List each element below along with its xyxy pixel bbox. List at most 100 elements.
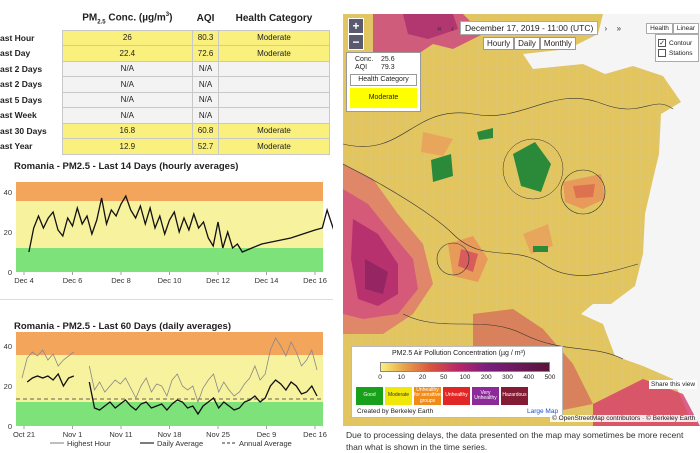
zoom-out-button[interactable]: − — [348, 34, 364, 50]
contour-southeast — [593, 379, 700, 426]
map-attribution[interactable]: © OpenStreetMap contributors · © Berkele… — [550, 415, 698, 422]
contour-west-peak — [365, 259, 388, 294]
category-cell — [217, 107, 331, 124]
popup-conc-row: Conc. 25.6 — [347, 56, 420, 64]
series-line — [21, 337, 318, 404]
prev-arrow-icon[interactable]: ‹ — [451, 23, 454, 33]
next-2-arrow-icon[interactable]: » — [616, 23, 622, 33]
popup-conc-value: 25.6 — [381, 56, 395, 63]
conc-cell: 26 — [61, 29, 194, 46]
row-label: ast 2 Days — [0, 79, 43, 90]
tab-monthly[interactable]: Monthly — [539, 37, 576, 50]
legend-credit[interactable]: Created by Berkeley Earth — [357, 408, 434, 415]
x-tick-label: Dec 9 — [257, 430, 277, 439]
table-row: ast Year 12.9 52.7 Moderate — [0, 138, 331, 155]
contour-checkbox[interactable]: ✓ — [658, 39, 666, 47]
table-row: ast 2 Days N/A N/A — [0, 60, 331, 77]
table-row: ast Day 22.4 72.6 Moderate — [0, 45, 331, 62]
x-tick-label: Oct 21 — [13, 430, 35, 439]
conc-cell: N/A — [61, 91, 194, 108]
aqi-header: AQI — [196, 13, 215, 25]
x-tick-label: Nov 18 — [158, 430, 182, 439]
stations-toggle[interactable]: Stations — [658, 49, 696, 57]
prev-2-arrow-icon[interactable]: « — [437, 23, 442, 33]
legend-tick: 400 — [523, 374, 535, 381]
layer-tabs: Health Linear — [646, 23, 699, 34]
aqi-cell: N/A — [192, 91, 219, 108]
map-date[interactable]: December 17, 2019 - 11:00 (UTC) — [460, 21, 599, 35]
conc-cell: N/A — [61, 107, 194, 124]
y-tick-label: 0 — [8, 268, 12, 277]
legend-label: Highest Hour — [67, 439, 111, 448]
aqi-band — [16, 248, 323, 272]
category-cell: Moderate — [217, 45, 331, 62]
chart-14-days: 0 20 40 Dec 4 Dec 6 Dec 8 Dec 10 Dec 12 Dec 14 De… — [0, 158, 333, 300]
aqi-cell: N/A — [192, 60, 219, 77]
category-cell — [217, 60, 331, 77]
row-label: ast Hour — [0, 32, 35, 43]
conc-cell: N/A — [61, 76, 194, 93]
x-tick-label: Dec 14 — [255, 276, 279, 285]
legend-label: Annual Average — [239, 439, 292, 448]
legend-tick: 0 — [378, 374, 382, 381]
row-label: ast 5 Days — [0, 94, 43, 105]
chart-60-days: 0 20 40 Oct 21 Nov 1 Nov 11 Nov 18 Nov 25 Dec 9 D… — [0, 318, 333, 453]
contour-ring-2 — [560, 169, 606, 215]
table-row: ast Week N/A N/A — [0, 107, 331, 124]
popup-aqi-value: 79.3 — [381, 64, 395, 71]
large-map-link[interactable]: Large Map — [527, 408, 559, 415]
legend-tick: 10 — [397, 374, 405, 381]
legend-tick: 300 — [502, 374, 513, 381]
series-line — [28, 194, 333, 253]
map-legend: PM2.5 Air Pollution Concentration (µg / … — [351, 346, 563, 418]
stations-checkbox[interactable] — [658, 49, 666, 57]
legend-tick: 20 — [418, 374, 427, 381]
location-popup: Conc. 25.6 AQI 79.3 Health Category Mode… — [346, 52, 421, 112]
category-cell: Moderate — [217, 122, 331, 139]
conc-cell: 22.4 — [61, 45, 194, 62]
pollution-map[interactable]: + − « ‹ December 17, 2019 - 11:00 (UTC) … — [343, 14, 700, 426]
tab-hourly[interactable]: Hourly — [483, 37, 515, 50]
popup-aqi-label: AQI — [355, 64, 368, 71]
map-contours[interactable] — [343, 14, 700, 426]
row-label: ast 2 Days — [0, 63, 43, 74]
row-label-header — [0, 8, 62, 30]
contour-west-core — [351, 219, 398, 306]
zoom-in-button[interactable]: + — [348, 18, 364, 34]
legend-categories: Good Moderate Unhealthy for sensitive grou… — [356, 387, 528, 405]
x-tick-label: Nov 1 — [63, 430, 83, 439]
table-row: ast 5 Days N/A N/A — [0, 91, 331, 108]
tab-linear[interactable]: Linear — [672, 23, 699, 34]
share-view-button[interactable]: Share this view — [649, 380, 698, 389]
x-tick-label: Dec 8 — [111, 276, 131, 285]
x-tick-label: Dec 12 — [206, 276, 230, 285]
x-tick-label: Dec 4 — [14, 276, 34, 285]
table-row: ast 30 Days 16.8 60.8 Moderate — [0, 122, 331, 139]
y-tick-label: 40 — [4, 188, 12, 197]
contour-line-1 — [343, 98, 674, 147]
aqi-cell: 72.6 — [192, 45, 219, 62]
tab-health[interactable]: Health — [646, 23, 673, 34]
category-cell — [217, 76, 331, 93]
category-cell — [217, 91, 331, 108]
chart-14-svg: 0 20 40 Dec 4 Dec 6 Dec 8 Dec 10 Dec 12 Dec 14 De… — [4, 182, 333, 285]
tab-daily[interactable]: Daily — [514, 37, 540, 50]
category-header: Health Category — [235, 13, 313, 25]
x-tick-label: Dec 16 — [303, 430, 327, 439]
contour-north-core — [403, 14, 458, 39]
category-cell: Moderate — [217, 29, 331, 46]
contour-north-blob — [421, 132, 453, 156]
legend-label: Daily Average — [157, 439, 203, 448]
next-arrow-icon[interactable]: › — [604, 23, 608, 33]
conc-cell: N/A — [61, 60, 194, 77]
contour-line-2 — [343, 163, 639, 276]
contour-toggle[interactable]: ✓ Contour — [658, 39, 696, 47]
aqi-cell: 52.7 — [192, 138, 219, 155]
row-label: ast Year — [0, 141, 33, 152]
contour-green-south — [533, 246, 548, 252]
aqi-cell: N/A — [192, 107, 219, 124]
range-tabs: Hourly Daily Monthly — [483, 37, 576, 50]
popup-category: Moderate — [350, 88, 417, 108]
contour-east-blob-core — [573, 184, 595, 198]
table-row: ast 2 Days N/A N/A — [0, 76, 331, 93]
